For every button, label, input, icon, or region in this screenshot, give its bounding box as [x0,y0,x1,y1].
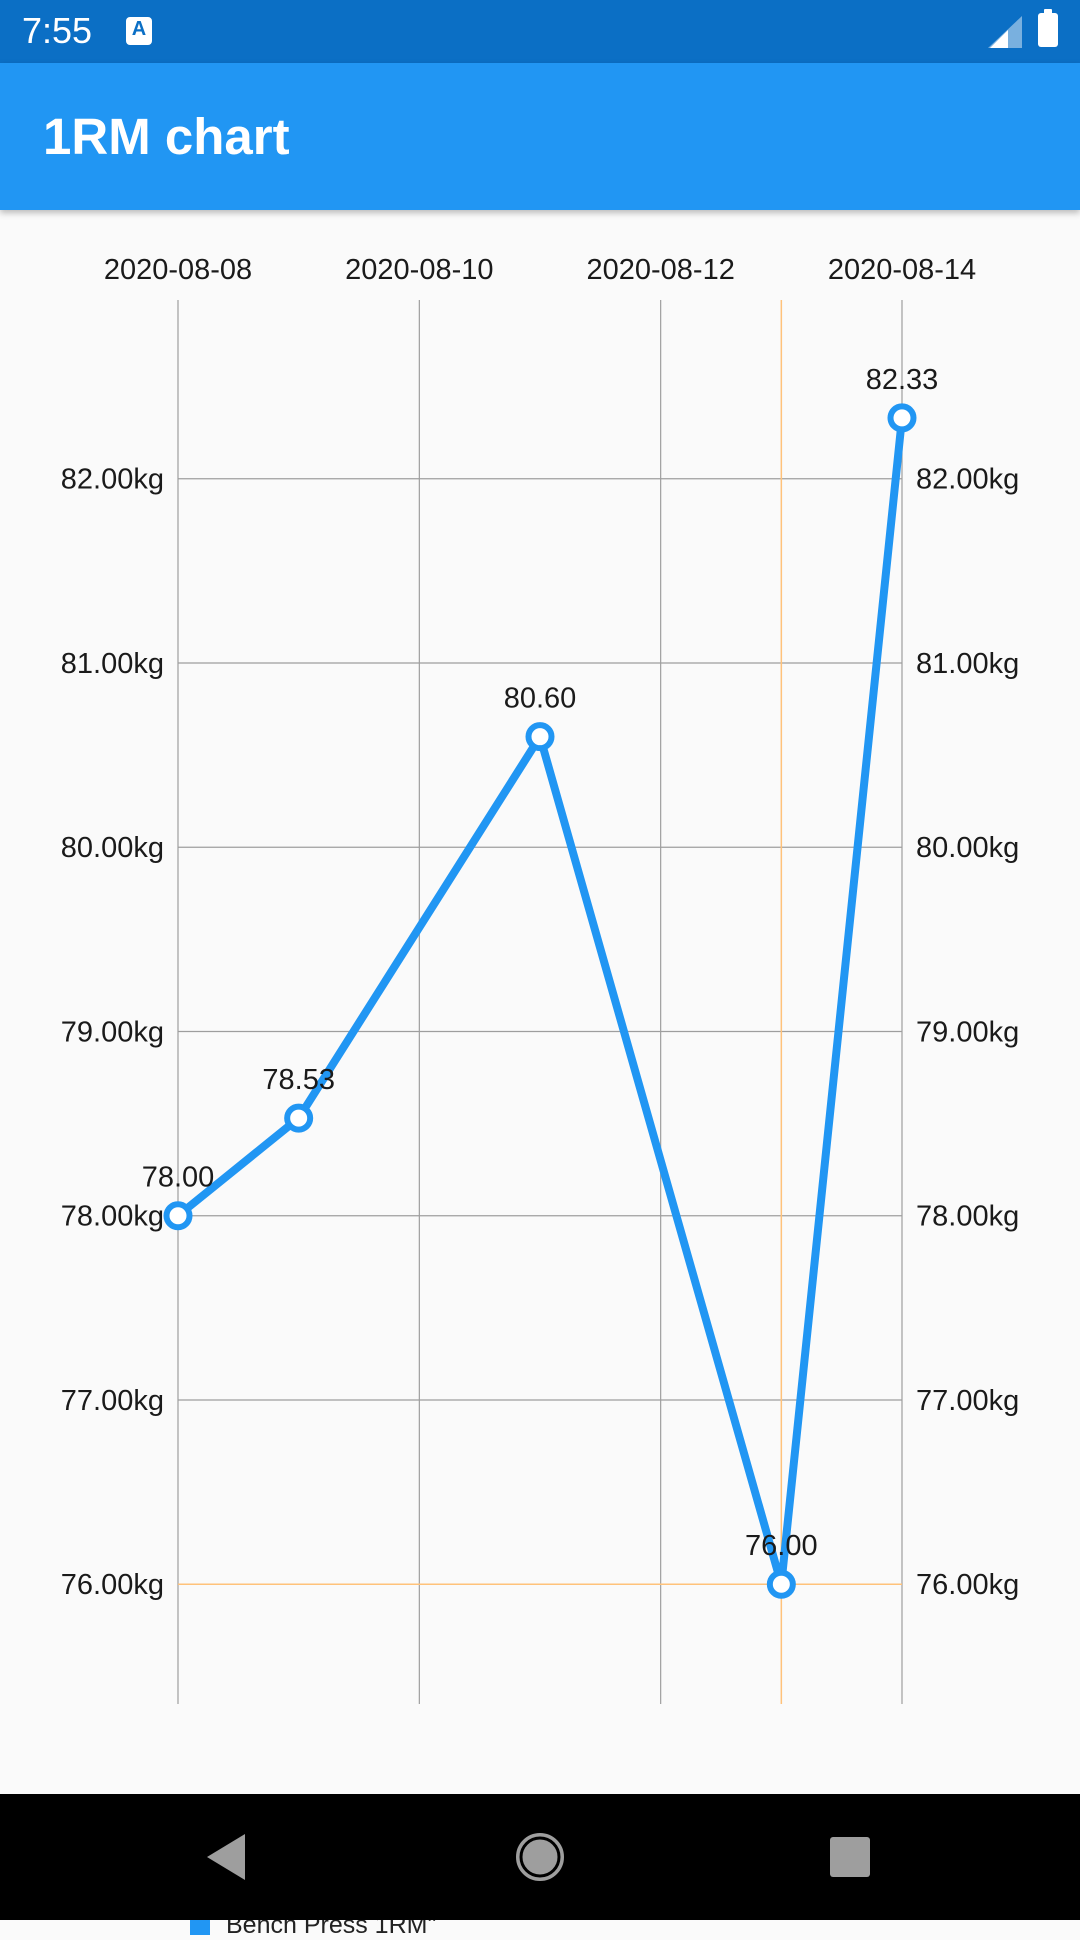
data-point [525,722,555,752]
data-label: 80.60 [504,683,577,715]
y-tick-label-right: 82.00kg [916,464,1019,496]
y-tick-label-left: 76.00kg [61,1569,164,1601]
y-tick-label-right: 77.00kg [916,1385,1019,1417]
battery-icon [1038,9,1058,47]
y-tick-label-left: 78.00kg [61,1201,164,1233]
x-tick-label: 2020-08-14 [828,254,976,286]
data-point [284,1103,314,1133]
data-label: 82.33 [866,364,939,396]
home-circle-icon[interactable] [507,1824,573,1890]
cell-signal-icon [988,16,1022,48]
navigation-bar [0,1794,1080,1920]
data-point [887,403,917,433]
back-triangle-icon[interactable] [195,1824,261,1890]
y-tick-label-right: 80.00kg [916,832,1019,864]
page-title: 1RM chart [43,108,290,165]
series-line [174,413,906,1589]
y-tick-label-left: 80.00kg [61,832,164,864]
y-tick-label-left: 81.00kg [61,648,164,680]
status-time: 7:55 [22,10,93,51]
data-label: 76.00 [745,1530,818,1562]
y-tick-label-left: 79.00kg [61,1016,164,1048]
recents-square-icon[interactable] [817,1824,883,1890]
data-point [766,1569,796,1599]
data-label: 78.00 [142,1162,215,1194]
y-tick-label-right: 76.00kg [916,1569,1019,1601]
y-tick-label-right: 81.00kg [916,648,1019,680]
y-tick-label-right: 78.00kg [916,1201,1019,1233]
text-a-icon: A [126,17,152,45]
line-chart[interactable]: 82.00kg 82.00kg 81.00kg 81.00kg 80.00kg 80.00… [0,210,1080,1794]
y-tick-label-left: 82.00kg [61,464,164,496]
data-point [163,1201,193,1231]
data-label: 78.53 [262,1064,335,1096]
chart-area[interactable]: 82.00kg 82.00kg 81.00kg 81.00kg 80.00kg 80.00… [0,210,1080,1939]
status-bar: 7:55 A [0,0,1080,63]
y-tick-label-left: 77.00kg [61,1385,164,1417]
x-tick-label: 2020-08-10 [345,254,493,286]
x-tick-label: 2020-08-08 [104,254,252,286]
x-tick-label: 2020-08-12 [586,254,734,286]
y-tick-label-right: 79.00kg [916,1016,1019,1048]
app-bar: 1RM chart [0,63,1080,210]
